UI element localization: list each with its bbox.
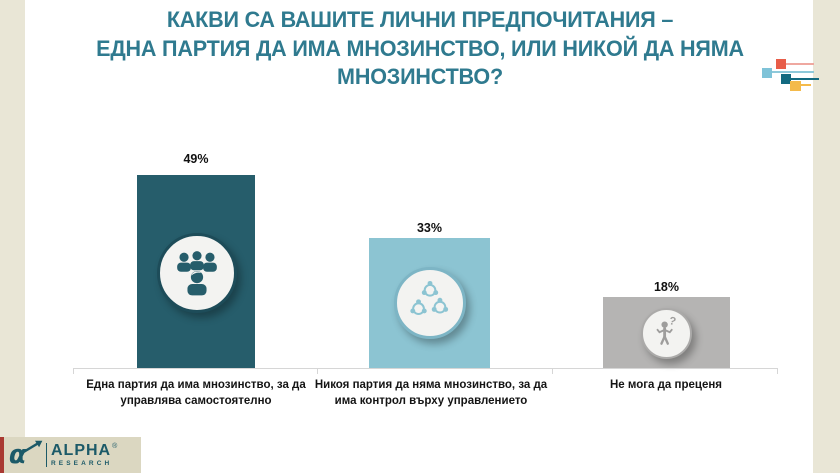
- right-edge-stripe: [813, 0, 840, 473]
- bar-value-label: 33%: [416, 221, 443, 235]
- svg-text:?: ?: [667, 315, 676, 328]
- category-label: Никоя партия да няма мнозинство, за да и…: [314, 379, 548, 408]
- category-label: Една партия да има мнозинство, за да упр…: [86, 379, 306, 408]
- registered-mark: ®: [112, 442, 118, 450]
- chart-title: КАКВИ СА ВАШИТЕ ЛИЧНИ ПРЕДПОЧИТАНИЯ – ЕД…: [96, 7, 744, 90]
- multiple-groups-icon: [404, 275, 456, 332]
- yellow-square-icon: [790, 81, 801, 91]
- bar-icon-badge: [157, 233, 237, 313]
- leader-with-group-icon: [168, 242, 226, 305]
- bar-value-label: 18%: [653, 280, 680, 294]
- x-axis-line: [73, 368, 778, 374]
- logo-red-accent: [0, 437, 4, 473]
- logo-divider: [46, 443, 47, 467]
- teal-square-icon: [781, 74, 791, 84]
- red-square-icon: [776, 59, 786, 69]
- logo-brand-text: ALPHA: [51, 441, 112, 459]
- teal-connector-line: [791, 78, 819, 80]
- undecided-person-icon: ?: [648, 312, 686, 355]
- logo-sub-text: RESEARCH: [51, 459, 113, 467]
- bar-value-label: 49%: [183, 152, 209, 166]
- bar-icon-badge: ?: [641, 308, 692, 359]
- light-blue-square-icon: [762, 68, 772, 78]
- blue-connector-line: [772, 71, 814, 73]
- bar-no-party-majority: [369, 238, 490, 368]
- yellow-connector-line: [801, 84, 811, 86]
- left-edge-stripe: [0, 0, 25, 473]
- alpha-glyph-icon: α: [8, 438, 44, 473]
- axis-tick: [552, 369, 553, 374]
- axis-tick: [73, 369, 74, 374]
- svg-text:α: α: [9, 438, 27, 467]
- axis-tick: [317, 369, 318, 374]
- bar-one-party-majority: [137, 175, 255, 368]
- red-connector-line: [786, 63, 814, 65]
- bar-icon-badge: [394, 267, 466, 339]
- alpha-research-logo: α ALPHA ® RESEARCH: [4, 437, 141, 473]
- category-label: Не мога да преценя: [609, 379, 723, 391]
- bar-cannot-decide: ?: [603, 297, 730, 368]
- axis-tick: [777, 369, 778, 374]
